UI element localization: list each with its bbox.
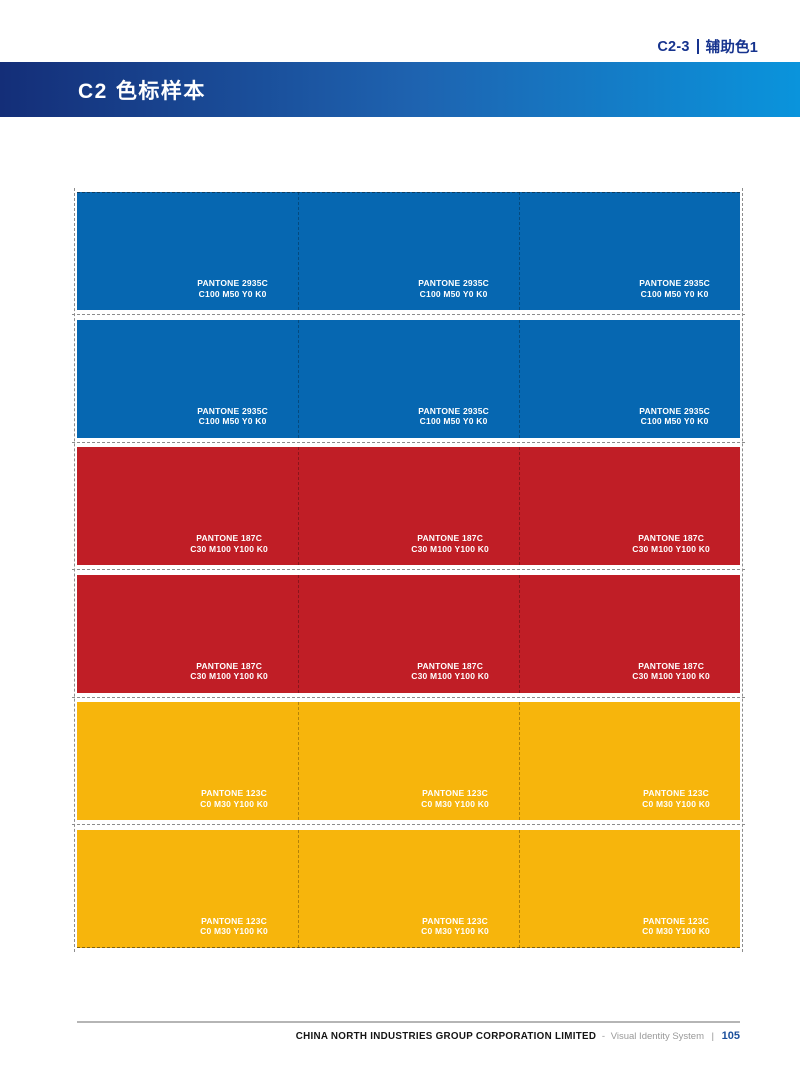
swatch-cell: PANTONE 123C C0 M30 Y100 K0: [298, 702, 520, 820]
swatch-cell: PANTONE 187C C30 M100 Y100 K0: [298, 447, 520, 565]
cut-line: [72, 438, 745, 448]
swatch-row: PANTONE 123C C0 M30 Y100 K0 PANTONE 123C C0…: [77, 702, 740, 820]
footer: CHINA NORTH INDUSTRIES GROUP CORPORATION…: [0, 1030, 740, 1042]
company-name: CHINA NORTH INDUSTRIES GROUP CORPORATION…: [295, 1031, 597, 1042]
swatch-cell: PANTONE 123C C0 M30 Y100 K0: [298, 829, 520, 948]
swatch-label: PANTONE 123C C0 M30 Y100 K0: [200, 915, 268, 937]
swatch-label: PANTONE 187C C30 M100 Y100 K0: [632, 660, 710, 682]
swatch-cell: PANTONE 123C C0 M30 Y100 K0: [519, 830, 740, 948]
swatch-cell: PANTONE 187C C30 M100 Y100 K0: [77, 574, 299, 693]
swatch-label: PANTONE 123C C0 M30 Y100 K0: [421, 915, 489, 937]
page-title: C2 色标样本: [78, 75, 206, 105]
cut-line: [72, 693, 745, 703]
swatch-cell: PANTONE 2935C C100 M50 Y0 K0: [77, 192, 299, 310]
title-bar: C2 色标样本: [0, 62, 800, 117]
swatch-row: PANTONE 2935C C100 M50 Y0 K0 PANTONE 2935C…: [77, 319, 740, 438]
footer-separator: -: [601, 1031, 606, 1042]
section-label: 辅助色1: [705, 40, 758, 56]
swatch-label: PANTONE 123C C0 M30 Y100 K0: [642, 788, 710, 809]
swatch-cell: PANTONE 123C C0 M30 Y100 K0: [77, 829, 299, 948]
swatch-label: PANTONE 2935C C100 M50 Y0 K0: [639, 405, 710, 427]
section-code: C2-3: [657, 38, 690, 55]
swatch-label: PANTONE 187C C30 M100 Y100 K0: [190, 660, 268, 682]
swatch-cell: PANTONE 187C C30 M100 Y100 K0: [519, 575, 740, 693]
swatch-cell: PANTONE 2935C C100 M50 Y0 K0: [298, 192, 520, 310]
swatch-label: PANTONE 2935C C100 M50 Y0 K0: [197, 278, 268, 299]
cut-line: [72, 565, 745, 575]
system-name: Visual Identity System: [610, 1031, 705, 1042]
swatch-grid: PANTONE 2935C C100 M50 Y0 K0 PANTONE 2935C…: [72, 188, 745, 952]
page-title-code: C2: [78, 79, 108, 103]
swatch-cell: PANTONE 123C C0 M30 Y100 K0: [519, 702, 740, 820]
swatch-label: PANTONE 2935C C100 M50 Y0 K0: [418, 405, 489, 427]
page-number: 105: [721, 1030, 740, 1042]
cut-line-right: [742, 188, 743, 952]
swatch-cell: PANTONE 2935C C100 M50 Y0 K0: [519, 320, 740, 438]
swatch-label: PANTONE 123C C0 M30 Y100 K0: [200, 788, 268, 809]
swatch-cell: PANTONE 123C C0 M30 Y100 K0: [77, 702, 299, 820]
swatch-label: PANTONE 123C C0 M30 Y100 K0: [642, 915, 710, 937]
swatch-cell: PANTONE 2935C C100 M50 Y0 K0: [298, 319, 520, 438]
footer-rule: [77, 1021, 740, 1023]
swatch-row: PANTONE 187C C30 M100 Y100 K0 PANTONE 187C…: [77, 447, 740, 565]
swatch-cell: PANTONE 187C C30 M100 Y100 K0: [298, 574, 520, 693]
swatch-cell: PANTONE 187C C30 M100 Y100 K0: [77, 447, 299, 565]
cut-line: [72, 310, 745, 320]
section-divider: [696, 39, 699, 54]
swatch-label: PANTONE 123C C0 M30 Y100 K0: [421, 788, 489, 809]
page-title-text: 色标样本: [115, 79, 206, 103]
swatch-label: PANTONE 187C C30 M100 Y100 K0: [411, 660, 489, 682]
swatch-cell: PANTONE 2935C C100 M50 Y0 K0: [77, 319, 299, 438]
footer-divider: |: [711, 1031, 714, 1041]
swatch-label: PANTONE 187C C30 M100 Y100 K0: [411, 533, 489, 554]
cut-line-top: [77, 192, 740, 193]
swatch-label: PANTONE 2935C C100 M50 Y0 K0: [197, 405, 268, 427]
swatch-row: PANTONE 123C C0 M30 Y100 K0 PANTONE 123C C0…: [77, 829, 740, 948]
swatch-label: PANTONE 187C C30 M100 Y100 K0: [632, 533, 710, 554]
swatch-label: PANTONE 2935C C100 M50 Y0 K0: [639, 278, 710, 299]
swatch-row: PANTONE 187C C30 M100 Y100 K0 PANTONE 187C…: [77, 574, 740, 693]
section-header: C2-3 辅助色1: [657, 36, 758, 57]
swatch-row: PANTONE 2935C C100 M50 Y0 K0 PANTONE 2935C…: [77, 192, 740, 310]
cut-line-left: [74, 188, 75, 952]
cut-line-bottom: [77, 946, 740, 948]
swatch-cell: PANTONE 2935C C100 M50 Y0 K0: [519, 192, 740, 310]
swatch-cell: PANTONE 187C C30 M100 Y100 K0: [519, 447, 740, 565]
swatch-label: PANTONE 187C C30 M100 Y100 K0: [190, 533, 268, 554]
cut-line: [72, 820, 745, 830]
swatch-label: PANTONE 2935C C100 M50 Y0 K0: [418, 278, 489, 299]
